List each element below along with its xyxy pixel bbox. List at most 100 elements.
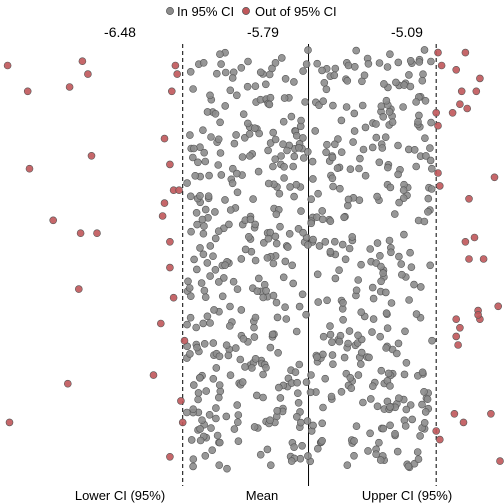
in-ci-point: [426, 156, 435, 165]
in-ci-point: [377, 366, 386, 375]
in-ci-point: [427, 118, 435, 127]
in-ci-point: [262, 363, 270, 372]
in-ci-point: [322, 85, 331, 94]
in-ci-point: [212, 404, 220, 412]
in-ci-point: [364, 447, 372, 455]
in-ci-point: [319, 403, 327, 412]
in-ci-point: [328, 153, 337, 162]
in-ci-point: [243, 82, 252, 91]
in-ci-point: [399, 103, 407, 111]
in-ci-point: [186, 131, 194, 139]
in-ci-point: [404, 462, 413, 471]
in-ci-point: [315, 242, 324, 250]
in-ci-point: [185, 284, 194, 292]
in-ci-point: [254, 167, 263, 176]
in-ci-point: [377, 262, 385, 271]
in-ci-point: [263, 253, 272, 262]
in-ci-point: [265, 100, 274, 109]
in-ci-point: [419, 70, 427, 78]
in-ci-point: [347, 384, 356, 393]
in-ci-point: [372, 450, 380, 459]
in-ci-point: [210, 306, 218, 314]
out-of-ci-point: [178, 418, 187, 427]
in-ci-point: [233, 91, 241, 100]
out-of-ci-point: [432, 109, 441, 117]
in-ci-point: [271, 135, 280, 144]
in-ci-point: [282, 315, 291, 323]
in-ci-point: [392, 78, 400, 87]
data-points: [3, 46, 504, 473]
in-ci-point: [277, 152, 285, 160]
in-ci-point: [200, 339, 209, 348]
in-ci-point: [201, 157, 210, 166]
in-ci-point: [233, 169, 241, 178]
in-ci-point: [198, 215, 207, 224]
in-ci-point: [359, 398, 367, 407]
in-ci-point: [410, 146, 419, 154]
in-ci-point: [319, 97, 328, 105]
in-ci-point: [309, 235, 317, 244]
in-ci-point: [294, 398, 303, 407]
in-ci-point: [330, 71, 339, 80]
in-ci-point: [290, 443, 298, 452]
in-ci-point: [402, 405, 411, 414]
out-of-ci-point: [435, 435, 444, 444]
in-ci-point: [297, 207, 305, 215]
out-of-ci-point: [160, 199, 169, 207]
out-of-ci-point: [461, 48, 470, 57]
out-of-ci-point: [180, 336, 189, 345]
in-ci-point: [414, 117, 422, 126]
in-ci-point: [211, 208, 219, 216]
in-ci-point: [418, 76, 427, 85]
in-ci-point: [272, 239, 281, 248]
in-ci-point: [386, 183, 395, 192]
in-ci-point: [313, 59, 322, 68]
in-ci-point: [251, 354, 260, 363]
in-ci-point: [289, 162, 298, 171]
in-ci-point: [381, 133, 390, 141]
in-ci-point: [394, 394, 403, 403]
lower-ci-value-label: -6.48: [104, 24, 136, 40]
in-ci-point: [421, 408, 430, 416]
in-ci-point: [251, 256, 260, 265]
in-ci-point: [413, 448, 422, 456]
in-ci-point: [207, 133, 215, 141]
in-ci-point: [245, 233, 253, 241]
in-ci-point: [194, 158, 202, 167]
in-ci-point: [271, 58, 280, 67]
in-ci-point: [322, 148, 330, 157]
out-of-ci-point: [76, 229, 85, 237]
in-ci-point: [281, 75, 290, 83]
out-of-ci-point: [465, 255, 473, 263]
in-ci-point: [328, 174, 337, 183]
in-ci-point: [232, 344, 240, 352]
in-ci-point: [364, 59, 373, 68]
in-ci-point: [238, 378, 247, 386]
in-ci-point: [418, 368, 427, 377]
in-ci-point: [391, 429, 399, 438]
out-of-ci-point: [487, 409, 495, 418]
in-ci-point: [346, 373, 355, 382]
in-ci-point: [189, 455, 198, 464]
out-of-ci-point: [437, 61, 446, 70]
in-ci-point: [218, 292, 227, 301]
in-ci-point: [193, 343, 201, 352]
in-ci-point: [376, 252, 384, 260]
upper-ci-name-label: Upper CI (95%): [362, 488, 452, 503]
in-ci-point: [297, 116, 305, 125]
in-ci-point: [285, 230, 294, 238]
in-ci-point: [402, 358, 411, 367]
in-ci-point: [244, 57, 252, 66]
in-ci-point: [251, 313, 260, 322]
in-ci-point: [259, 293, 268, 302]
in-ci-point: [197, 279, 206, 287]
in-ci-point: [387, 248, 395, 257]
in-ci-point: [372, 120, 380, 128]
in-ci-point: [302, 60, 311, 68]
in-ci-point: [293, 389, 302, 398]
in-ci-point: [222, 412, 231, 421]
in-ci-point: [426, 144, 434, 152]
in-ci-point: [420, 387, 428, 396]
in-ci-point: [273, 313, 282, 322]
